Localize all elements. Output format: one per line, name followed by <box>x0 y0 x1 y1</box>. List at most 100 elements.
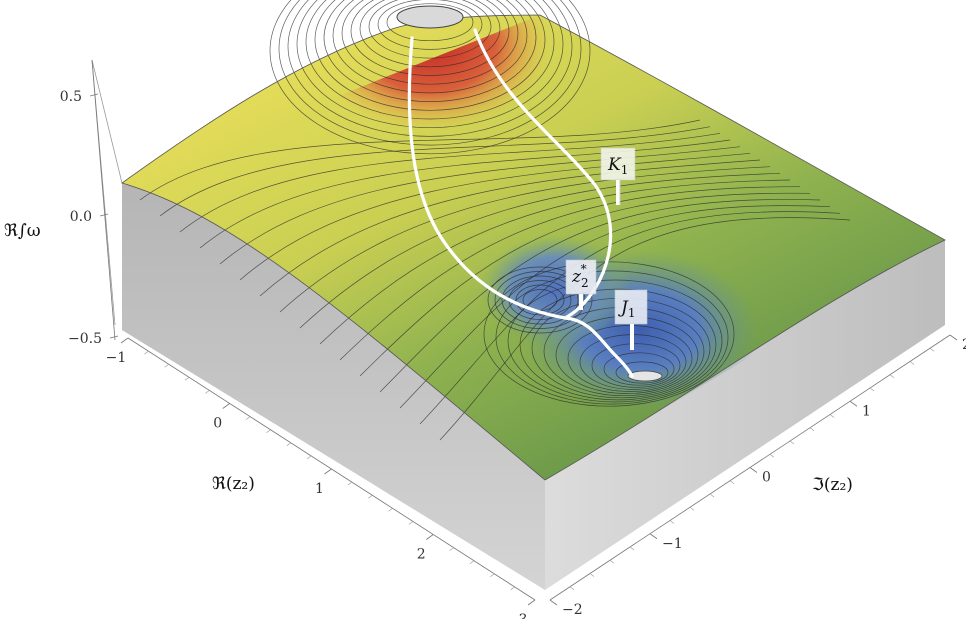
x-minor-tick <box>306 455 312 460</box>
contour-6 <box>332 0 528 94</box>
y-tick-mark-3 <box>849 400 858 407</box>
y-axis-label: ℑ(z₂) <box>812 475 853 495</box>
x-axis-label: ℜ(z₂) <box>212 474 255 494</box>
contour-0 <box>386 3 474 42</box>
surface <box>121 0 946 481</box>
x-minor-tick <box>164 363 169 368</box>
y-minor-tick <box>609 560 615 564</box>
y-minor-tick <box>669 520 675 524</box>
contour-14 <box>615 361 669 384</box>
contour-1 <box>377 0 483 50</box>
peak-cap <box>396 5 464 29</box>
y-tick-label-3: 1 <box>862 403 871 419</box>
contour-12 <box>278 0 582 146</box>
label-j1: J1 <box>614 289 648 350</box>
contour-10 <box>296 0 564 129</box>
z-tick-label-2: −0.5 <box>68 331 102 347</box>
svg-text:z2*: z2* <box>571 262 589 290</box>
svg-text:K1: K1 <box>607 155 628 177</box>
x-tick-mark-0 <box>120 337 129 344</box>
x-tick-mark-4 <box>527 599 536 606</box>
y-tick-label-2: 0 <box>762 470 771 486</box>
y-minor-tick <box>869 387 875 392</box>
z-tick-label-0: 0.5 <box>60 89 82 105</box>
contour-45 <box>399 205 831 409</box>
x-tick-mark-1 <box>222 403 230 409</box>
contour-5 <box>341 0 519 85</box>
label-k1-sub: 1 <box>621 163 629 177</box>
well-cap <box>627 370 663 382</box>
x-tick-mark-3 <box>426 534 434 540</box>
curve-main <box>407 36 634 378</box>
contour-2 <box>368 0 492 59</box>
box-right-side <box>545 240 945 590</box>
y-minor-tick <box>809 427 815 431</box>
y-minor-tick <box>729 480 735 484</box>
y-minor-tick <box>909 361 915 365</box>
z-tick-label-1: 0.0 <box>70 209 92 225</box>
x-minor-tick <box>388 508 393 512</box>
x-minor-tick <box>347 481 353 486</box>
x-minor-tick <box>184 377 190 381</box>
y-tick-mark-4 <box>949 334 958 341</box>
contour-4 <box>350 0 510 76</box>
x-minor-tick <box>144 350 149 355</box>
contour-8 <box>314 0 546 111</box>
y-minor-tick <box>629 546 635 551</box>
contour-36 <box>219 146 741 265</box>
x-minor-tick <box>286 442 291 447</box>
y-minor-tick <box>929 348 935 352</box>
y-tick-mark-2 <box>749 467 758 473</box>
contour-25 <box>483 261 735 407</box>
y-tick-label-4: 2 <box>962 337 966 353</box>
contour-24 <box>495 270 729 405</box>
label-j1-sub: 1 <box>628 306 636 320</box>
y-minor-tick <box>709 493 715 498</box>
contour-44 <box>379 199 821 393</box>
label-z2star: z2* <box>565 259 597 310</box>
svg-text:J1: J1 <box>618 298 635 320</box>
x-minor-tick <box>490 573 495 578</box>
label-k1: K1 <box>600 147 636 205</box>
contour-38 <box>259 159 761 297</box>
y-minor-tick <box>589 573 595 577</box>
y-tick-mark-0 <box>549 599 558 606</box>
y-minor-tick <box>569 586 575 590</box>
y-tick-label-1: −1 <box>662 536 683 552</box>
x-axis: −1 0 1 2 3 ℜ(z₂) <box>106 337 536 619</box>
y-minor-tick <box>889 374 895 378</box>
contour-9 <box>305 0 555 120</box>
contour-34 <box>179 132 721 233</box>
y-minor-tick <box>769 454 775 458</box>
x-tick-label-4: 3 <box>519 612 528 619</box>
contour-39 <box>279 166 771 313</box>
bounding-box <box>91 59 123 326</box>
contour-7 <box>323 0 537 102</box>
contour-37 <box>239 152 751 281</box>
x-tick-label-1: 0 <box>213 416 222 432</box>
y-minor-tick <box>789 440 795 445</box>
z-axis: 0.5 0.0 −0.5 ℜ∫ω <box>4 59 119 347</box>
y-minor-tick <box>689 507 695 511</box>
contour-42 <box>339 186 801 361</box>
x-tick-label-3: 2 <box>417 547 426 563</box>
contour-15 <box>603 352 675 386</box>
x-minor-tick <box>449 547 454 551</box>
contour-41 <box>319 179 791 345</box>
x-tick-label-2: 1 <box>315 481 324 497</box>
label-z2star-name: z <box>571 267 582 287</box>
x-minor-tick <box>266 429 271 433</box>
label-z2star-sup: * <box>581 262 587 276</box>
contour-32 <box>139 119 701 201</box>
contour-lines <box>139 0 851 441</box>
x-minor-tick <box>469 560 475 564</box>
contour-13 <box>269 0 591 155</box>
label-k1-name: K <box>607 155 622 175</box>
x-minor-tick <box>368 494 373 499</box>
x-minor-tick <box>245 416 251 420</box>
x-tick-label-0: −1 <box>106 350 127 366</box>
contour-3 <box>359 0 501 68</box>
label-j1-name: J <box>618 298 629 318</box>
y-minor-tick <box>829 414 835 418</box>
